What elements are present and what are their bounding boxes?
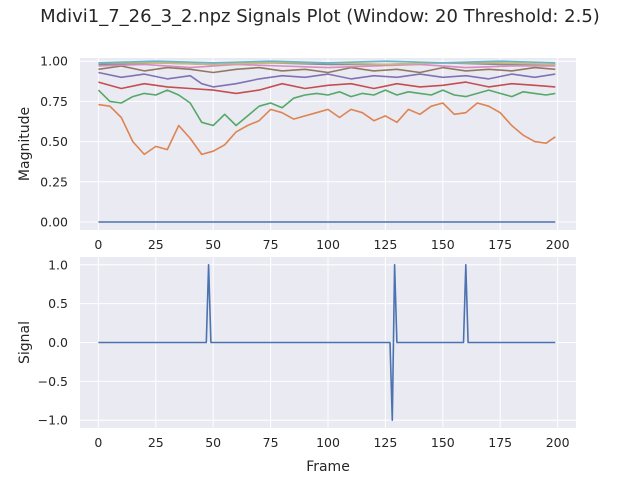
- x-axis-label: Frame: [306, 459, 350, 475]
- series-line-5: [98, 71, 556, 88]
- x-tick-label: 175: [488, 435, 512, 450]
- y-axis-label: Magnitude: [17, 107, 33, 181]
- y-tick-label: 0.25: [40, 174, 68, 189]
- y-tick-label: −1.0: [38, 413, 68, 428]
- series-line-3: [97, 89, 556, 127]
- y-tick-label: 1.0: [48, 257, 68, 272]
- y-tick-label: 0.75: [40, 94, 68, 109]
- x-tick-label: 125: [373, 435, 397, 450]
- y-tick-label: 1.00: [40, 54, 68, 69]
- x-tick-label: 50: [205, 237, 221, 252]
- x-tick-label: 0: [94, 237, 102, 252]
- series-line-7: [98, 63, 556, 69]
- series-line-1: [98, 263, 556, 422]
- chart-title: Mdivi1_7_26_3_2.npz Signals Plot (Window…: [40, 6, 600, 27]
- y-axis-label: Signal: [17, 321, 33, 364]
- y-tick-label: 0.5: [48, 296, 68, 311]
- x-tick-label: 25: [148, 435, 164, 450]
- x-tick-label: 150: [431, 237, 455, 252]
- y-tick-label: −0.5: [38, 374, 68, 389]
- x-tick-label: 150: [431, 435, 455, 450]
- x-tick-label: 75: [263, 237, 279, 252]
- x-tick-label: 100: [316, 435, 340, 450]
- y-tick-label: 0.0: [48, 335, 68, 350]
- x-tick-label: 100: [316, 237, 340, 252]
- y-tick-label: 0.00: [40, 214, 68, 229]
- series-line-2: [98, 102, 556, 156]
- x-tick-label: 125: [373, 237, 397, 252]
- x-tick-label: 75: [263, 435, 279, 450]
- x-tick-label: 0: [94, 435, 102, 450]
- y-tick-label: 0.50: [40, 134, 68, 149]
- series-line-6: [98, 65, 556, 74]
- x-tick-label: 175: [488, 237, 512, 252]
- series-line-10: [98, 60, 556, 64]
- x-tick-label: 200: [546, 435, 570, 450]
- series-line-4: [98, 81, 556, 95]
- x-tick-label: 25: [148, 237, 164, 252]
- x-tick-label: 200: [546, 237, 570, 252]
- x-tick-label: 50: [205, 435, 221, 450]
